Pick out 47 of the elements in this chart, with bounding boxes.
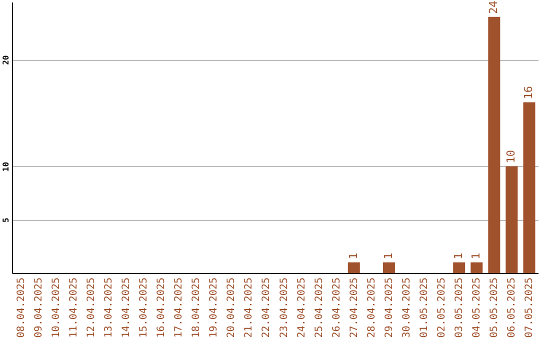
x-tick-label: 27.04.2025 bbox=[348, 278, 360, 338]
x-tick-label: 11.04.2025 bbox=[68, 278, 80, 338]
x-tick-label: 15.04.2025 bbox=[138, 278, 150, 338]
x-tick-label: 22.04.2025 bbox=[261, 278, 272, 338]
x-tick-label: 26.04.2025 bbox=[331, 278, 342, 338]
bar bbox=[470, 262, 483, 273]
x-tick-label: 09.04.2025 bbox=[33, 278, 44, 338]
x-tick-label: 30.04.2025 bbox=[402, 278, 412, 338]
x-tick-label: 24.04.2025 bbox=[296, 278, 308, 338]
x-tick-label: 21.04.2025 bbox=[244, 278, 255, 338]
x-tick-label: 06.05.2025 bbox=[506, 278, 518, 338]
x-tick-label: 07.05.2025 bbox=[524, 278, 536, 338]
y-tick-label: 5 bbox=[2, 218, 10, 223]
x-tick-label: 10.04.2025 bbox=[50, 278, 62, 338]
x-tick-label: 01.05.2025 bbox=[419, 278, 430, 338]
x-tick-label: 02.05.2025 bbox=[436, 278, 448, 338]
data-label: 1 bbox=[346, 252, 360, 260]
x-tick-label: 19.04.2025 bbox=[208, 278, 220, 338]
bar bbox=[453, 262, 466, 273]
x-tick-label: 25.04.2025 bbox=[314, 278, 325, 338]
data-label: 1 bbox=[382, 252, 395, 260]
bar bbox=[348, 262, 360, 273]
bar bbox=[523, 102, 536, 273]
x-tick-label: 03.05.2025 bbox=[454, 278, 466, 338]
x-tick-label: 23.04.2025 bbox=[278, 278, 290, 338]
bar bbox=[488, 16, 500, 273]
x-tick-label: 20.04.2025 bbox=[226, 278, 238, 338]
x-tick-label: 04.05.2025 bbox=[472, 278, 483, 338]
x-tick-label: 16.04.2025 bbox=[156, 278, 168, 338]
x-tick-label: 08.04.2025 bbox=[16, 278, 27, 338]
data-label: 1 bbox=[470, 252, 483, 260]
bar bbox=[506, 166, 518, 273]
x-tick-label: 29.04.2025 bbox=[384, 278, 395, 338]
x-tick-label: 13.04.2025 bbox=[103, 278, 114, 338]
x-tick-label: 28.04.2025 bbox=[366, 278, 378, 338]
y-tick-label: 10 bbox=[2, 162, 10, 172]
data-label: 24 bbox=[487, 0, 500, 14]
data-label: 16 bbox=[522, 86, 536, 100]
y-tick-label: 20 bbox=[2, 55, 10, 65]
data-label: 1 bbox=[452, 252, 466, 260]
x-tick-label: 18.04.2025 bbox=[191, 278, 202, 338]
x-tick-label: 17.04.2025 bbox=[174, 278, 185, 338]
x-tick-label: 14.04.2025 bbox=[120, 278, 132, 338]
x-tick-label: 05.05.2025 bbox=[489, 278, 500, 338]
bar bbox=[382, 262, 395, 273]
data-label: 10 bbox=[504, 150, 518, 164]
x-tick-label: 12.04.2025 bbox=[86, 278, 97, 338]
